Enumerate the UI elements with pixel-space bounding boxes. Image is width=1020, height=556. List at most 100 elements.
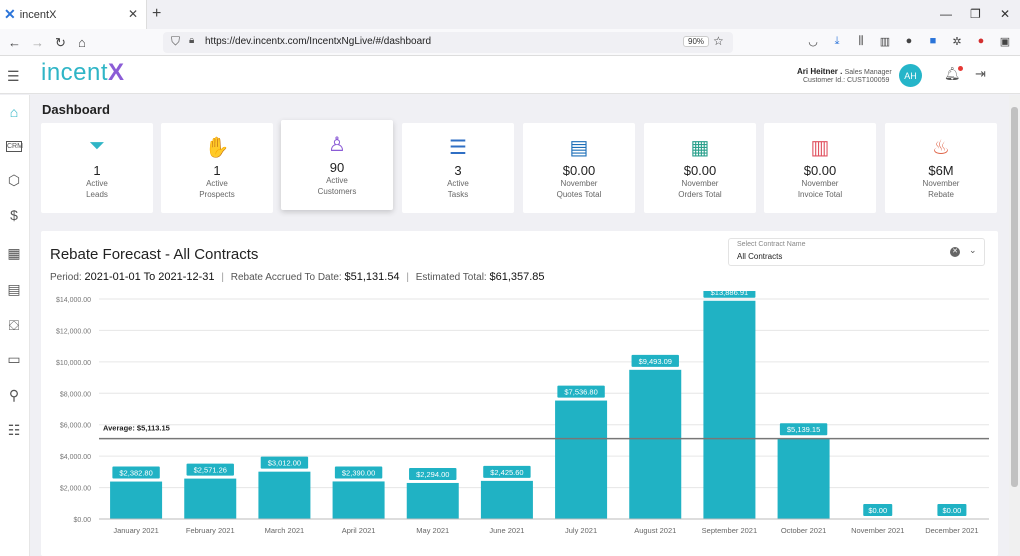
lock-icon[interactable]: 🔒︎: [189, 35, 195, 46]
stat-card-prospects[interactable]: ✋ 1 Active Prospects: [161, 123, 273, 213]
extension-dark-icon[interactable]: ▣: [999, 36, 1011, 48]
browser-tab-bar: ✕ incentX ✕ + — ❐ ✕: [0, 0, 1020, 29]
extension-a-icon[interactable]: ●: [905, 35, 913, 47]
sidebar-building-icon[interactable]: ▦: [7, 245, 21, 261]
downloads-icon[interactable]: ⤓: [834, 35, 840, 47]
stat-card-leads[interactable]: ⏷ 1 Active Leads: [41, 123, 153, 213]
estimated-label: Estimated Total:: [415, 272, 487, 283]
stat-card-quotes-total[interactable]: ▤ $0.00 November Quotes Total: [523, 123, 635, 213]
stat-label: Active: [447, 179, 469, 188]
logo-x: X: [108, 59, 125, 86]
tab-close-icon[interactable]: ✕: [127, 7, 138, 21]
clear-icon[interactable]: ✕: [950, 247, 960, 257]
notification-bell-icon[interactable]: 🔔︎: [944, 66, 963, 81]
stat-label: Active: [326, 176, 348, 185]
customer-icon: ♙: [328, 134, 346, 156]
reload-icon[interactable]: ↻: [55, 35, 66, 50]
data-label-box: [937, 504, 967, 516]
sidebar-home-icon[interactable]: ⌂: [9, 104, 19, 120]
minimize-icon[interactable]: —: [940, 7, 952, 21]
y-tick-label: $14,000.00: [56, 297, 91, 304]
pocket-icon[interactable]: ◡: [808, 36, 818, 48]
url-text[interactable]: https://dev.incentx.com/IncentxNgLive/#/…: [205, 36, 432, 47]
x-tick-label: August 2021: [634, 526, 676, 535]
url-bar[interactable]: ⛉ 🔒︎ https://dev.incentx.com/IncentxNgLi…: [163, 32, 733, 53]
data-label: $2,571.26: [194, 466, 227, 475]
data-label: $9,493.09: [639, 357, 672, 366]
y-tick-label: $4,000.00: [60, 454, 91, 461]
incentx-logo[interactable]: incentX: [41, 59, 125, 87]
adblock-icon[interactable]: ●: [977, 35, 985, 47]
sidebar-dollar-icon[interactable]: $: [10, 207, 18, 223]
notification-dot: [957, 66, 963, 71]
rebate-bar-chart: $0.00 $2,000.00 $4,000.00 $6,000.00 $8,000.0…: [56, 291, 989, 535]
stat-value: $0.00: [803, 163, 837, 178]
data-label-box: [334, 466, 383, 479]
data-label: $0.00: [943, 506, 962, 515]
sidebar-bag-icon[interactable]: ⛋: [8, 317, 20, 333]
sidebar-crm-icon[interactable]: CRM: [6, 141, 23, 152]
y-tick-label: $2,000.00: [60, 486, 91, 493]
data-label-box: [186, 463, 234, 476]
separator: |: [221, 272, 224, 283]
stat-label: Customers: [317, 187, 357, 196]
page-scrollbar[interactable]: [1009, 95, 1020, 556]
data-label-box: [631, 354, 679, 367]
new-tab-icon[interactable]: +: [152, 5, 162, 22]
tracking-shield-icon[interactable]: ⛉: [171, 34, 181, 48]
back-icon[interactable]: ←: [8, 35, 21, 50]
stat-label: November: [560, 179, 598, 188]
extension-gear-icon[interactable]: ✲: [952, 36, 962, 48]
window-close-icon[interactable]: ✕: [1000, 7, 1011, 21]
chevron-down-icon[interactable]: ⌄: [969, 245, 977, 255]
rebate-forecast-card: Rebate Forecast - All Contracts Period: …: [41, 231, 998, 556]
browser-nav-bar: ← → ↻ ⌂ ⛉ 🔒︎ https://dev.incentx.com/Inc…: [0, 29, 1020, 56]
y-tick-label: $12,000.00: [56, 328, 91, 335]
stat-card-customers[interactable]: ♙ 90 Active Customers: [281, 120, 393, 210]
stat-label: Quotes Total: [556, 190, 602, 199]
extension-blue-icon[interactable]: ■: [929, 35, 937, 47]
stat-card-rebate[interactable]: ♨ $6M November Rebate: [885, 123, 997, 213]
stat-card-tasks[interactable]: ☰ 3 Active Tasks: [402, 123, 514, 213]
logout-icon[interactable]: ⇥: [975, 66, 986, 81]
bar: [777, 438, 830, 519]
sidebar-card-icon[interactable]: ▭: [7, 351, 21, 367]
restore-icon[interactable]: ❐: [970, 7, 981, 21]
sidebar-settings-sliders-icon[interactable]: ☷: [7, 422, 21, 438]
scrollbar-thumb[interactable]: [1011, 107, 1018, 487]
handshake-icon: ✋: [204, 137, 230, 159]
data-label: $2,294.00: [416, 470, 449, 479]
library-icon[interactable]: ⫼: [858, 35, 864, 47]
sidebar-document-icon[interactable]: ▤: [7, 281, 21, 297]
stat-card-invoice-total[interactable]: ▥ $0.00 November Invoice Total: [764, 123, 876, 213]
sidebar-toggle-icon[interactable]: ▥: [879, 36, 891, 48]
contract-select-value[interactable]: All Contracts: [737, 252, 783, 261]
stat-card-orders-total[interactable]: ▦ $0.00 November Orders Total: [644, 123, 756, 213]
avatar[interactable]: AH: [899, 64, 922, 87]
page-title: Dashboard: [42, 102, 110, 117]
forward-icon[interactable]: →: [31, 35, 44, 50]
contract-select[interactable]: Select Contract Name All Contracts ✕ ⌄: [728, 238, 985, 266]
stat-value: 1: [213, 163, 221, 178]
x-tick-label: June 2021: [489, 526, 524, 535]
hamburger-menu-icon[interactable]: ☰: [7, 68, 20, 84]
stat-label: November: [801, 179, 839, 188]
y-tick-label: $10,000.00: [56, 360, 91, 367]
user-name: Ari Heitner .: [797, 67, 843, 76]
invoice-icon: ▥: [810, 137, 830, 159]
data-label: $0.00: [868, 506, 887, 515]
sidebar-user-add-icon[interactable]: ⚲: [8, 387, 20, 403]
bookmark-star-icon[interactable]: ☆: [713, 34, 724, 48]
bar: [629, 369, 682, 519]
data-label: $13,886.91: [711, 291, 749, 297]
stat-label: Tasks: [447, 190, 469, 199]
browser-tab[interactable]: ✕ incentX ✕: [0, 0, 147, 29]
stat-label: November: [681, 179, 719, 188]
y-tick-label: $0.00: [73, 517, 91, 524]
home-icon[interactable]: ⌂: [78, 35, 86, 50]
stat-label: Invoice Total: [797, 190, 843, 199]
zoom-level[interactable]: 90%: [683, 36, 710, 47]
x-tick-label: September 2021: [702, 526, 757, 535]
bar: [555, 400, 608, 519]
sidebar-box-icon[interactable]: ⬡: [7, 172, 21, 188]
